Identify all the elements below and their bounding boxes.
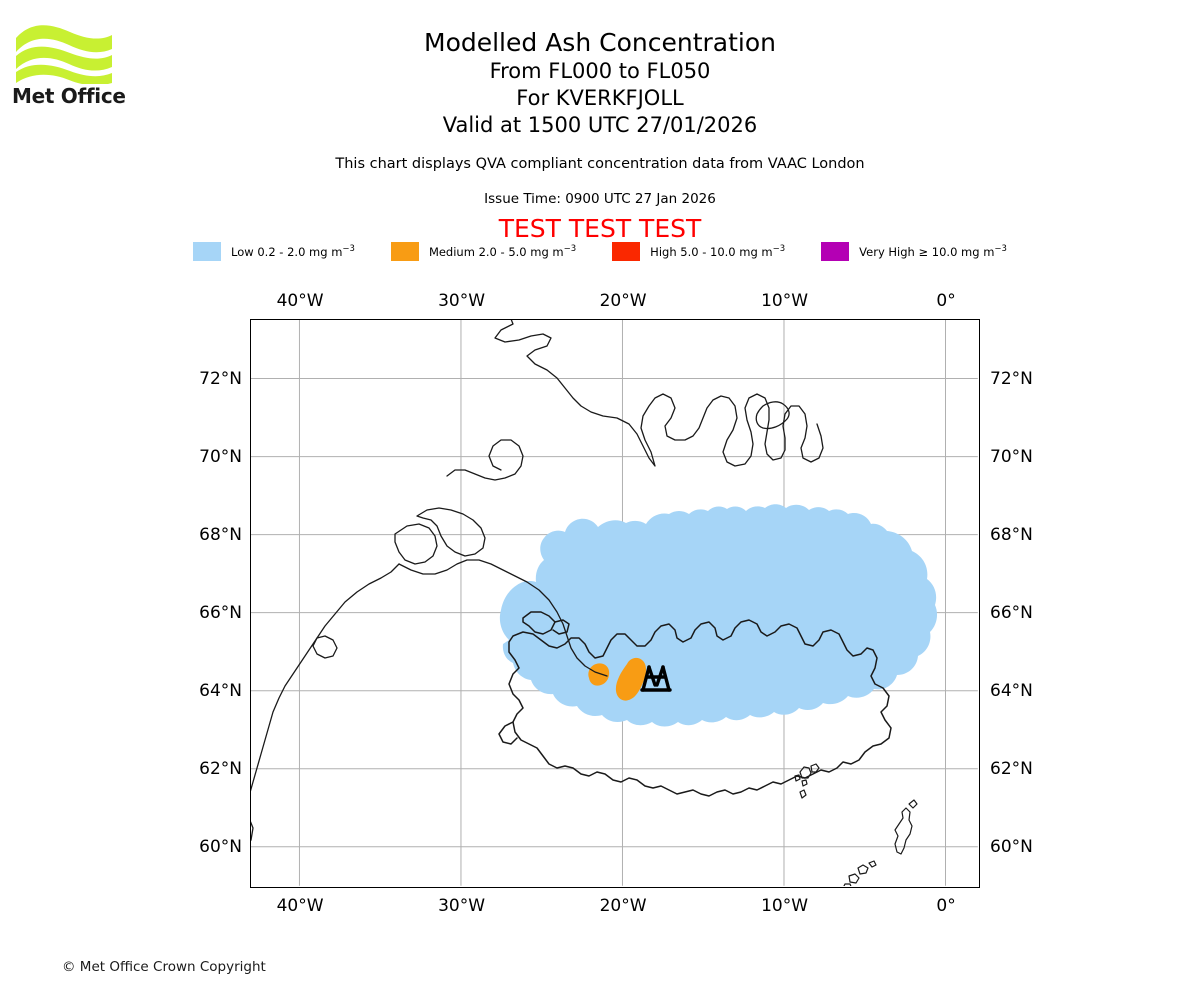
axis-top-label-0°: 0°: [936, 291, 956, 311]
met-office-wordmark: Met Office: [12, 84, 126, 108]
map-coastlines: [251, 320, 824, 842]
volcano-marker-icon: [640, 665, 672, 692]
test-banner: TEST TEST TEST: [498, 214, 702, 243]
coastline-greenland-se: [398, 559, 608, 677]
map-canvas: [251, 320, 978, 886]
coastline-greenland-tip: [251, 821, 254, 842]
concentration-legend: Low 0.2 - 2.0 mg m−3 Medium 2.0 - 5.0 mg …: [0, 242, 1200, 261]
axis-top-label-30°W: 30°W: [438, 291, 486, 311]
legend-label-low: Low 0.2 - 2.0 mg m−3: [231, 244, 355, 259]
coastline-greenland-fjords: [446, 439, 524, 481]
axis-right-label-64°N: 64°N: [990, 681, 1033, 702]
legend-item-low: Low 0.2 - 2.0 mg m−3: [193, 242, 355, 261]
chart-title-block: Modelled Ash Concentration From FL000 to…: [0, 28, 1200, 139]
met-office-wave-icon: [16, 25, 112, 86]
coastline-iceland: [498, 611, 892, 797]
axis-right-label-60°N: 60°N: [990, 837, 1033, 858]
legend-swatch-medium: [390, 242, 419, 261]
page-title: Modelled Ash Concentration: [424, 28, 776, 57]
axis-left-label-62°N: 62°N: [199, 759, 242, 780]
axis-top-label-20°W: 20°W: [599, 291, 647, 311]
legend-swatch-high: [612, 242, 641, 261]
legend-item-high: High 5.0 - 10.0 mg m−3: [612, 242, 785, 261]
legend-swatch-very-high: [821, 242, 850, 261]
axis-bottom-label-10°W: 10°W: [761, 896, 809, 916]
axis-left-label-66°N: 66°N: [199, 603, 242, 624]
axis-left-label-72°N: 72°N: [199, 369, 242, 390]
axis-top-label-10°W: 10°W: [761, 291, 809, 311]
volcano-name: For KVERKFJOLL: [516, 86, 684, 110]
ash-plume-low: [499, 504, 938, 727]
legend-swatch-low: [193, 242, 222, 261]
ash-plume-medium-patch-2: [615, 657, 647, 701]
chart-subtitle: This chart displays QVA compliant concen…: [335, 156, 865, 172]
axis-left-label-68°N: 68°N: [199, 525, 242, 546]
axis-left-label-64°N: 64°N: [199, 681, 242, 702]
axis-bottom-label-30°W: 30°W: [438, 896, 486, 916]
legend-label-medium: Medium 2.0 - 5.0 mg m−3: [428, 244, 577, 259]
legend-label-very-high: Very High ≥ 10.0 mg m−3: [859, 244, 1007, 259]
legend-label-high: High 5.0 - 10.0 mg m−3: [650, 244, 786, 259]
map-plot-area: [250, 319, 980, 888]
axis-bottom-label-0°: 0°: [936, 896, 956, 916]
axis-right-label-68°N: 68°N: [990, 525, 1033, 546]
coastline-shetland: [894, 799, 918, 855]
ash-plume-medium-patch-1: [588, 663, 610, 686]
copyright-footer: © Met Office Crown Copyright: [62, 959, 266, 975]
axis-bottom-label-20°W: 20°W: [599, 896, 647, 916]
axis-bottom-label-40°W: 40°W: [276, 896, 324, 916]
axis-right-label-70°N: 70°N: [990, 447, 1033, 468]
coastline-greenland-sw: [251, 563, 400, 792]
coastline-greenland: [494, 320, 824, 467]
coastline-orkney: [843, 860, 877, 886]
met-office-logo: Met Office: [12, 22, 132, 112]
axis-right-label-62°N: 62°N: [990, 759, 1033, 780]
coastline-greenland-notch: [312, 635, 338, 659]
valid-time: Valid at 1500 UTC 27/01/2026: [442, 113, 758, 137]
coastline-faroe-islands: [794, 763, 820, 799]
axis-right-label-66°N: 66°N: [990, 603, 1033, 624]
coastline-greenland-inlet: [416, 507, 486, 557]
axis-left-label-60°N: 60°N: [199, 837, 242, 858]
axis-left-label-70°N: 70°N: [199, 447, 242, 468]
issue-time: Issue Time: 0900 UTC 27 Jan 2026: [484, 191, 716, 207]
coastline-jan-mayen: [755, 401, 790, 430]
axis-right-label-72°N: 72°N: [990, 369, 1033, 390]
axis-top-label-40°W: 40°W: [276, 291, 324, 311]
legend-item-medium: Medium 2.0 - 5.0 mg m−3: [390, 242, 577, 261]
flight-level-range: From FL000 to FL050: [489, 59, 711, 83]
coastline-greenland-bay: [394, 523, 438, 565]
legend-item-very-high: Very High ≥ 10.0 mg m−3: [821, 242, 1007, 261]
